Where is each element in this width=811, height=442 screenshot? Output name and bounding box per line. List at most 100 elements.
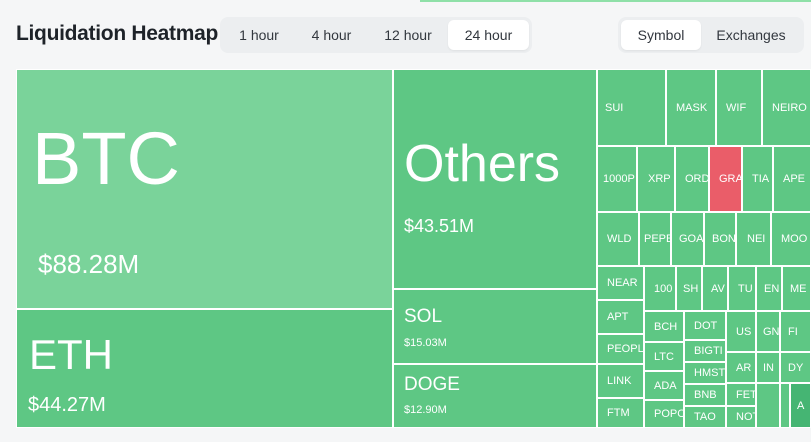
tile-ustc[interactable]: US <box>726 311 756 352</box>
tile-popcat[interactable]: POPC <box>644 400 684 428</box>
tile-value: $44.27M <box>28 394 106 416</box>
tile-ord[interactable]: ORD <box>675 146 709 212</box>
tile-xrp[interactable]: XRP <box>637 146 675 212</box>
tile-gmt[interactable]: GN <box>756 311 780 352</box>
tile-symbol: POPC <box>654 408 684 420</box>
view-mode-selector: Symbol Exchanges <box>618 17 804 53</box>
tile-eth[interactable]: ETH $44.27M <box>16 309 393 428</box>
tile-meme[interactable]: ME <box>782 266 811 311</box>
tile-symbol: PEPE <box>644 233 671 245</box>
tile-value: $12.90M <box>404 404 447 416</box>
tile-symbol: TIA <box>752 173 770 185</box>
tile-symbol: Others <box>404 135 561 193</box>
tile-symbol: WIF <box>726 101 747 114</box>
tile-bigtime[interactable]: BIGTI <box>684 340 726 362</box>
tile-moo[interactable]: MOO <box>771 212 811 266</box>
tile-dydx[interactable]: DY <box>780 352 811 383</box>
tile-bonk[interactable]: BON <box>704 212 736 266</box>
tile-ltc[interactable]: LTC <box>644 342 684 371</box>
tile-symbol: IN <box>763 361 774 374</box>
tile-symbol: XRP <box>648 173 671 185</box>
tile-ena[interactable]: EN <box>756 266 782 311</box>
tile-sol[interactable]: SOL $15.03M <box>393 289 597 364</box>
tile-neiro-eth[interactable]: NEI <box>736 212 771 266</box>
tile-ape[interactable]: APE <box>773 146 811 212</box>
tile-symbol: BIGTI <box>694 345 723 357</box>
tile-a[interactable]: A <box>790 383 811 428</box>
tile-1000p[interactable]: 1000P <box>597 146 637 212</box>
tile-symbol: HMST <box>694 367 726 379</box>
tab-symbol[interactable]: Symbol <box>621 20 701 50</box>
tile-doge[interactable]: DOGE $12.90M <box>393 364 597 428</box>
tile-symbol: ADA <box>654 379 677 392</box>
tile-symbol: LTC <box>654 350 674 363</box>
tile-symbol: BTC <box>32 117 180 200</box>
tile-symbol: NEI <box>747 233 766 245</box>
tile-ftm[interactable]: FTM <box>597 398 644 428</box>
tile-hmstr[interactable]: HMST <box>684 362 726 384</box>
tile-dot[interactable]: DOT <box>684 311 726 340</box>
tile-symbol: DOGE <box>404 374 460 395</box>
tile-link[interactable]: LINK <box>597 364 644 398</box>
tile-symbol: SH <box>683 282 699 295</box>
tile-symbol: APT <box>607 311 629 323</box>
tile-wld[interactable]: WLD <box>597 212 639 266</box>
tile-symbol: FET <box>736 388 756 401</box>
tile-shib[interactable]: SH <box>676 266 702 311</box>
tile-value: $43.51M <box>404 216 475 236</box>
page-title: Liquidation Heatmap <box>16 22 218 45</box>
tile-sui[interactable]: SUI <box>597 69 666 146</box>
tile-symbol: PEOPL <box>607 343 644 355</box>
tile-btc[interactable]: BTC $88.28M <box>16 69 393 309</box>
tile-gra[interactable]: GRA <box>709 146 742 212</box>
time-range-selector: 1 hour 4 hour 12 hour 24 hour <box>220 17 532 53</box>
tile-avax[interactable]: AV <box>702 266 728 311</box>
tile-symbol: MASK <box>676 101 708 114</box>
tile-inj[interactable]: IN <box>756 352 780 383</box>
tile-people[interactable]: PEOPL <box>597 334 644 364</box>
tile-tia[interactable]: TIA <box>742 146 773 212</box>
tile-pepe[interactable]: PEPE <box>639 212 671 266</box>
tab-24-hour[interactable]: 24 hour <box>448 20 529 50</box>
tile-symbol: NOT <box>736 411 755 423</box>
tile-value: $15.03M <box>404 337 447 349</box>
tile-symbol: BNB <box>694 389 717 401</box>
tile-symbol: 1000P <box>603 173 635 185</box>
tile-apt[interactable]: APT <box>597 300 644 334</box>
tile-bnb[interactable]: BNB <box>684 384 726 406</box>
tile-unlabeled-b[interactable] <box>780 383 790 428</box>
tile-bch[interactable]: BCH <box>644 311 684 342</box>
tile-tao[interactable]: TAO <box>684 406 726 428</box>
tile-turbo[interactable]: TU <box>728 266 756 311</box>
tile-symbol: DOT <box>694 319 718 332</box>
tab-4-hour[interactable]: 4 hour <box>311 27 352 43</box>
tile-symbol: US <box>736 325 752 338</box>
tile-unlabeled-a[interactable] <box>756 383 780 428</box>
tile-ada[interactable]: ADA <box>644 371 684 400</box>
tile-near[interactable]: NEAR <box>597 266 644 300</box>
tab-1-hour[interactable]: 1 hour <box>239 27 279 43</box>
tab-exchanges[interactable]: Exchanges <box>716 27 786 43</box>
tile-symbol: A <box>797 399 805 412</box>
tile-others[interactable]: Others $43.51M <box>393 69 597 289</box>
tile-symbol: ORD <box>685 173 709 185</box>
tile-fet[interactable]: FET <box>726 383 756 406</box>
tile-neiro[interactable]: NEIRO <box>762 69 811 146</box>
tile-symbol: TAO <box>694 411 716 423</box>
tile-1000[interactable]: 100 <box>644 266 676 311</box>
tile-symbol: FTM <box>607 407 630 419</box>
tile-wif[interactable]: WIF <box>716 69 762 146</box>
tile-symbol: AV <box>711 282 725 295</box>
tile-fil[interactable]: FI <box>780 311 811 352</box>
tile-symbol: NEAR <box>607 277 638 289</box>
tile-value: $88.28M <box>38 249 140 279</box>
tile-mask[interactable]: MASK <box>666 69 716 146</box>
tile-ar[interactable]: AR <box>726 352 756 383</box>
liquidation-heatmap: BTC $88.28M ETH $44.27M Others $43.51M S… <box>16 69 811 428</box>
tile-goat[interactable]: GOA <box>671 212 704 266</box>
tile-symbol: SOL <box>404 306 443 327</box>
tile-not[interactable]: NOT <box>726 406 756 428</box>
tile-symbol: NEIRO <box>772 101 807 114</box>
tile-symbol: GRA <box>719 173 742 185</box>
tab-12-hour[interactable]: 12 hour <box>384 27 432 43</box>
